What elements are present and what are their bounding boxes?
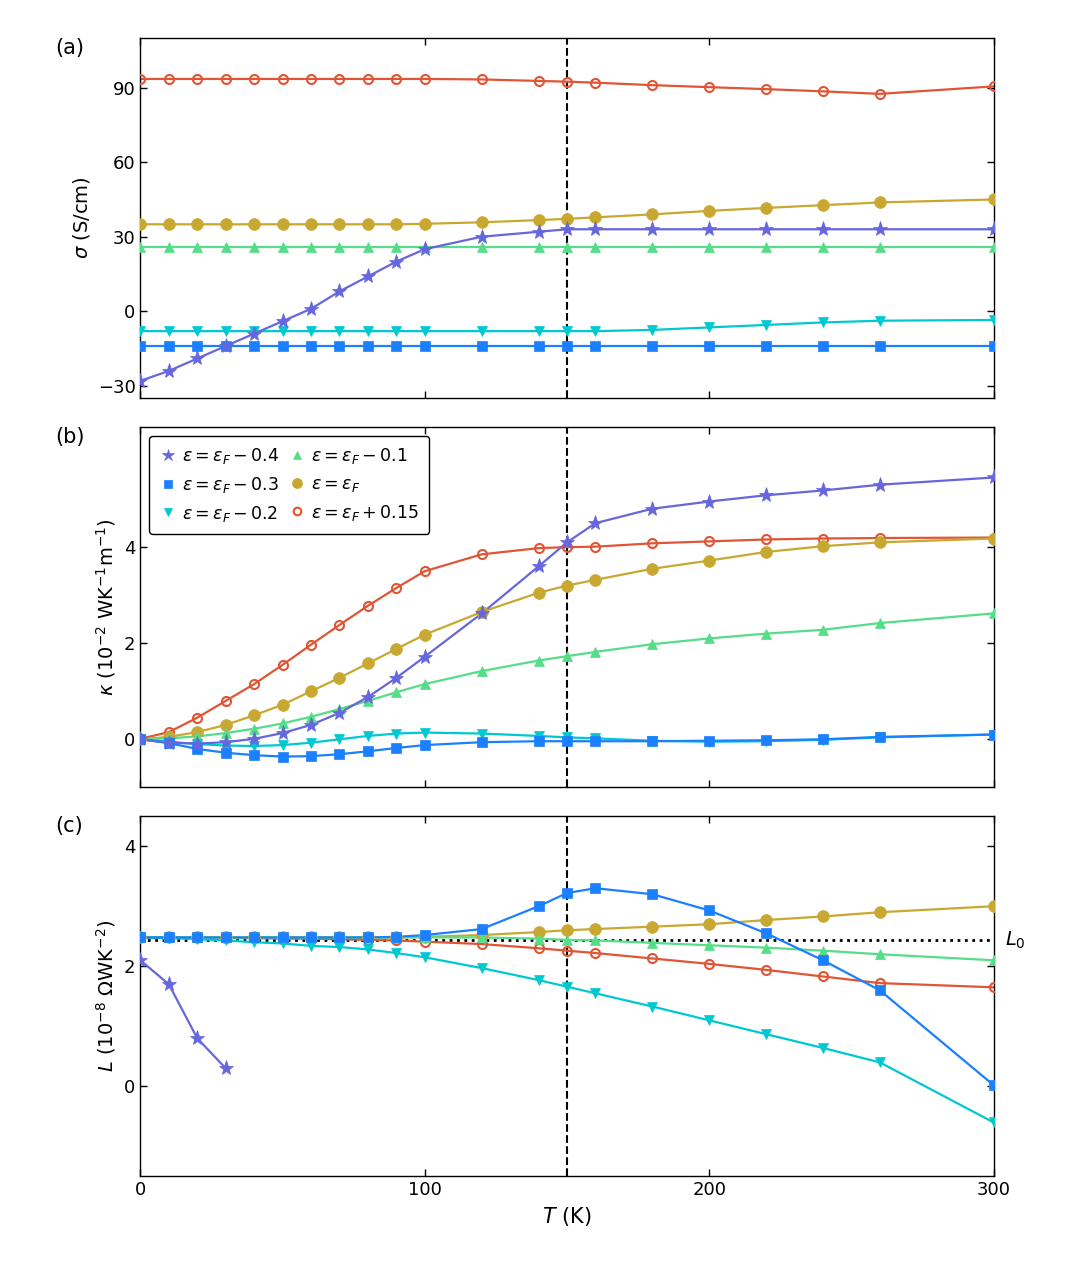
Text: (b): (b) — [55, 428, 84, 447]
Text: (c): (c) — [55, 816, 83, 836]
X-axis label: $T$ (K): $T$ (K) — [542, 1204, 592, 1228]
Y-axis label: $L$ ($10^{-8}$ $\Omega$WK$^{-2}$): $L$ ($10^{-8}$ $\Omega$WK$^{-2}$) — [95, 920, 119, 1073]
Y-axis label: $\kappa$ ($10^{-2}$ WK$^{-1}$m$^{-1}$): $\kappa$ ($10^{-2}$ WK$^{-1}$m$^{-1}$) — [95, 519, 119, 696]
Legend: $\varepsilon = \varepsilon_F - 0.4$, $\varepsilon = \varepsilon_F - 0.3$, $\vare: $\varepsilon = \varepsilon_F - 0.4$, $\v… — [149, 435, 429, 534]
Y-axis label: $\sigma$ (S/cm): $\sigma$ (S/cm) — [71, 177, 92, 259]
Text: $L_0$: $L_0$ — [1004, 930, 1025, 950]
Text: (a): (a) — [55, 38, 84, 58]
